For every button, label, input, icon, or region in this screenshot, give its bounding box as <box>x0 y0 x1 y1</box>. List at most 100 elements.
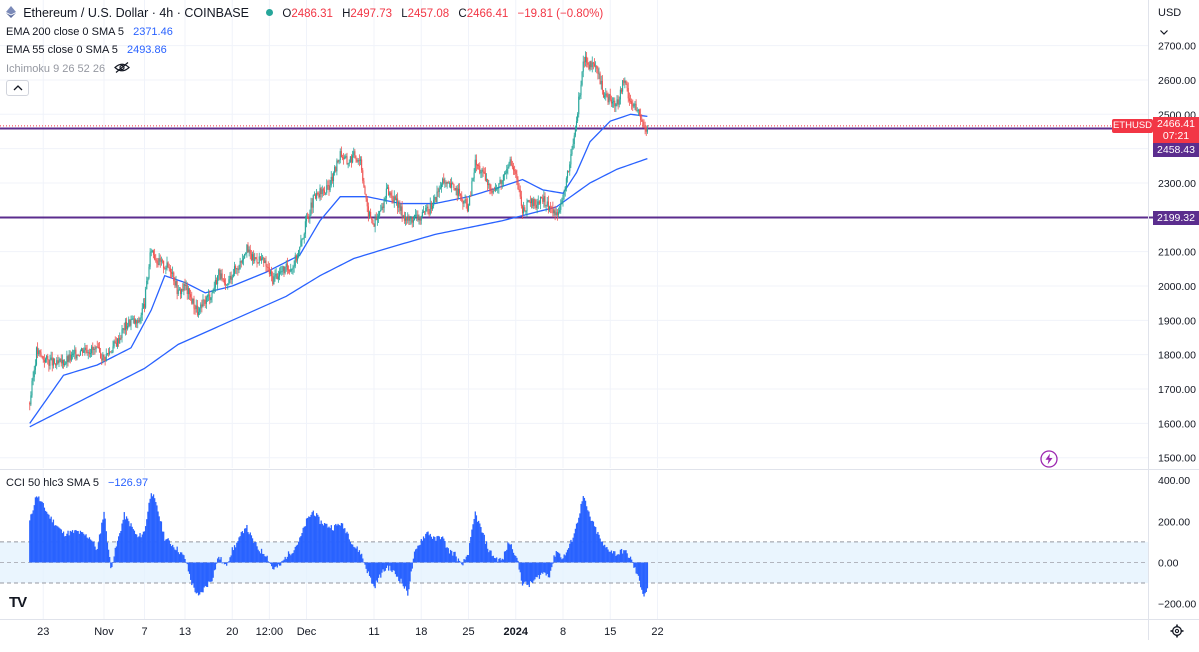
tradingview-logo[interactable]: TV <box>9 594 27 611</box>
candle-body <box>349 156 351 163</box>
cci-bar <box>353 546 355 563</box>
cci-bar <box>39 501 41 563</box>
cci-bar <box>357 551 359 563</box>
cci-bar <box>218 556 220 563</box>
cci-bar <box>145 526 147 563</box>
cci-bar <box>142 531 145 563</box>
cci-bar <box>355 548 357 563</box>
cci-bar <box>418 545 420 563</box>
candle-body <box>199 308 201 312</box>
candle-body <box>50 357 52 360</box>
cci-bar <box>364 562 366 565</box>
candle-body <box>159 258 161 262</box>
candle-body <box>485 179 488 181</box>
cci-bar <box>644 562 646 594</box>
candle-body <box>388 187 390 196</box>
currency-selector[interactable]: USD <box>1152 3 1193 35</box>
time-axis[interactable]: 23 Nov 7 13 20 12:00 Dec 11 18 25 2024 8 15 22 <box>37 626 664 638</box>
candle-body <box>608 94 610 103</box>
price-tick-label: 1900.00 <box>1158 315 1196 327</box>
candle-body <box>352 155 354 163</box>
gear-icon[interactable] <box>1170 624 1184 638</box>
candle-body <box>275 273 277 276</box>
cci-bar <box>119 533 121 563</box>
candle-body <box>353 151 355 156</box>
candle-body <box>564 186 566 191</box>
candle-body <box>503 173 506 175</box>
cci-bar <box>265 556 267 563</box>
cci-bar <box>471 529 473 563</box>
cci-bar <box>187 562 190 572</box>
cci-bar <box>76 530 78 563</box>
candle-body <box>152 250 155 255</box>
cci-bar <box>480 526 482 563</box>
cci-bar <box>102 519 104 563</box>
candle-body <box>431 205 434 210</box>
candle-body <box>77 354 79 356</box>
ema200-legend[interactable]: EMA 200 close 0 SMA 5 2371.46 <box>6 26 173 38</box>
cci-bar <box>509 544 511 563</box>
cci-bar <box>374 562 376 589</box>
cci-bar <box>490 550 492 563</box>
cci-bar <box>382 562 384 570</box>
candle-body <box>34 364 36 370</box>
candle-body <box>56 360 58 366</box>
cci-bar <box>205 562 208 587</box>
cci-bar <box>296 544 299 563</box>
candle-body <box>51 357 53 366</box>
cci-bar <box>262 553 264 563</box>
cci-bar <box>587 510 589 563</box>
candle-body <box>187 288 189 295</box>
cci-bar <box>141 534 143 563</box>
candle-body <box>293 266 295 268</box>
price-axis[interactable]: 1500.00 1600.00 1700.00 1800.00 1900.00 2000.… <box>1158 41 1196 465</box>
cci-bar <box>458 560 461 563</box>
cci-bar <box>451 550 453 563</box>
cci-bar <box>67 530 69 563</box>
cci-bar <box>78 533 80 563</box>
cci-bar <box>305 518 308 563</box>
candle-body <box>421 211 423 218</box>
cci-bar <box>219 559 221 563</box>
candle-body <box>302 238 304 240</box>
candle-body <box>132 318 134 320</box>
collapse-legend-button[interactable] <box>6 80 29 96</box>
cci-bar <box>546 562 548 574</box>
candle-body <box>222 278 224 280</box>
cci-bar <box>283 559 285 563</box>
candle-body <box>525 211 527 212</box>
candle-body <box>57 360 59 364</box>
candle-body <box>436 191 438 203</box>
cci-bar <box>347 533 349 563</box>
cci-bar <box>485 541 488 563</box>
candle-body <box>232 274 234 277</box>
cci-axis[interactable]: 400.00 200.00 0.00 −200.00 <box>1158 475 1196 611</box>
ema55-legend[interactable]: EMA 55 close 0 SMA 5 2493.86 <box>6 44 167 56</box>
candle-body <box>47 355 49 360</box>
candle-body <box>614 100 616 107</box>
cci-legend[interactable]: CCI 50 hlc3 SMA 5 −126.97 <box>6 477 148 489</box>
cci-bar <box>127 518 129 563</box>
candle-body <box>284 266 286 274</box>
cci-bar <box>226 562 228 566</box>
lightning-alert-icon[interactable] <box>1040 450 1058 468</box>
candle-body <box>484 173 486 181</box>
cci-bar <box>592 521 595 563</box>
candle-body <box>622 80 624 92</box>
candle-body <box>643 125 645 128</box>
cci-bar <box>201 562 203 593</box>
cci-bar <box>244 528 246 563</box>
cci-bar <box>303 526 305 563</box>
candle-body <box>633 104 635 107</box>
cci-bar <box>402 562 404 587</box>
eye-off-icon[interactable] <box>114 62 131 73</box>
cci-bar <box>476 521 479 563</box>
symbol-title[interactable]: Ethereum / U.S. Dollar · 4h · COINBASE <box>23 6 249 20</box>
cci-bar <box>466 554 469 563</box>
ichimoku-legend[interactable]: Ichimoku 9 26 52 26 <box>6 62 131 75</box>
candle-body <box>593 63 596 67</box>
candle-body <box>87 352 89 354</box>
time-tick-label: Nov <box>94 626 114 638</box>
cci-bar <box>159 521 161 563</box>
